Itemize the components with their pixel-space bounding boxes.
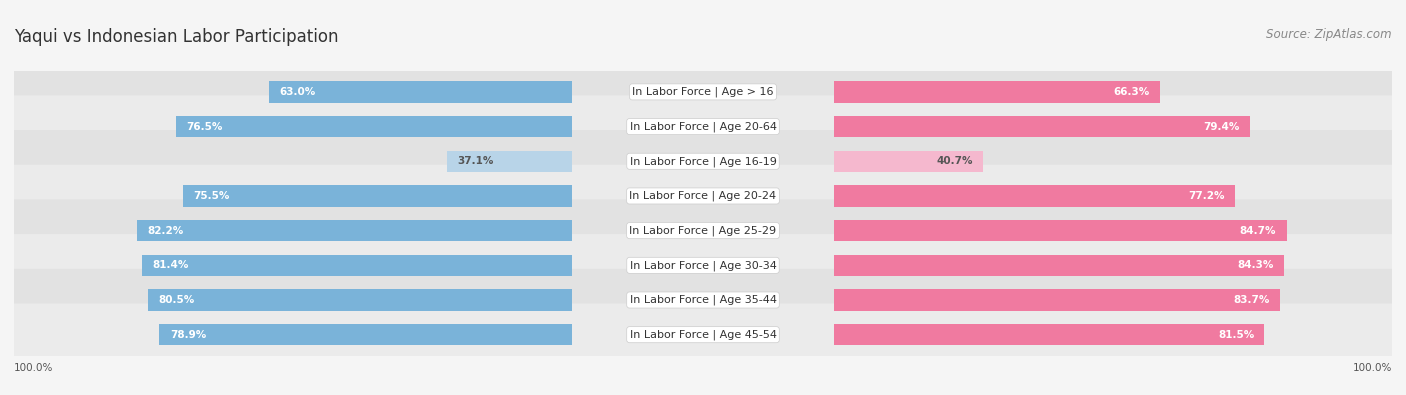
Text: 80.5%: 80.5% xyxy=(159,295,195,305)
Text: 84.7%: 84.7% xyxy=(1240,226,1277,236)
Bar xyxy=(834,254,1284,276)
FancyBboxPatch shape xyxy=(8,95,1398,158)
Text: 63.0%: 63.0% xyxy=(280,87,315,97)
Bar xyxy=(834,324,1264,346)
Text: 84.3%: 84.3% xyxy=(1237,260,1274,270)
Bar xyxy=(834,150,983,172)
Text: In Labor Force | Age 30-34: In Labor Force | Age 30-34 xyxy=(630,260,776,271)
Text: Source: ZipAtlas.com: Source: ZipAtlas.com xyxy=(1267,28,1392,41)
FancyBboxPatch shape xyxy=(8,130,1398,192)
Text: 83.7%: 83.7% xyxy=(1233,295,1270,305)
Text: 66.3%: 66.3% xyxy=(1114,87,1150,97)
FancyBboxPatch shape xyxy=(8,234,1398,297)
Bar xyxy=(447,150,572,172)
Bar xyxy=(149,289,572,311)
FancyBboxPatch shape xyxy=(8,199,1398,262)
Bar xyxy=(834,81,1160,103)
Text: 100.0%: 100.0% xyxy=(14,363,53,373)
Text: 79.4%: 79.4% xyxy=(1204,122,1240,132)
Bar xyxy=(176,116,572,137)
Text: In Labor Force | Age 45-54: In Labor Force | Age 45-54 xyxy=(630,329,776,340)
Text: 100.0%: 100.0% xyxy=(1353,363,1392,373)
FancyBboxPatch shape xyxy=(8,61,1398,123)
Text: 40.7%: 40.7% xyxy=(936,156,973,166)
Bar xyxy=(834,116,1250,137)
FancyBboxPatch shape xyxy=(8,303,1398,366)
FancyBboxPatch shape xyxy=(8,165,1398,227)
Bar xyxy=(136,220,572,241)
Text: In Labor Force | Age 16-19: In Labor Force | Age 16-19 xyxy=(630,156,776,167)
Bar xyxy=(834,185,1234,207)
Text: 82.2%: 82.2% xyxy=(148,226,183,236)
Text: 81.4%: 81.4% xyxy=(152,260,188,270)
Bar xyxy=(183,185,572,207)
Bar xyxy=(834,220,1286,241)
Text: 76.5%: 76.5% xyxy=(186,122,222,132)
Text: In Labor Force | Age > 16: In Labor Force | Age > 16 xyxy=(633,87,773,97)
Text: 78.9%: 78.9% xyxy=(170,330,207,340)
Bar xyxy=(269,81,572,103)
Text: In Labor Force | Age 20-24: In Labor Force | Age 20-24 xyxy=(630,191,776,201)
FancyBboxPatch shape xyxy=(8,269,1398,331)
Text: 75.5%: 75.5% xyxy=(193,191,229,201)
Text: 77.2%: 77.2% xyxy=(1188,191,1225,201)
Text: Yaqui vs Indonesian Labor Participation: Yaqui vs Indonesian Labor Participation xyxy=(14,28,339,46)
Text: 37.1%: 37.1% xyxy=(458,156,494,166)
Text: In Labor Force | Age 20-64: In Labor Force | Age 20-64 xyxy=(630,121,776,132)
Text: 81.5%: 81.5% xyxy=(1218,330,1254,340)
Bar xyxy=(159,324,572,346)
Bar xyxy=(142,254,572,276)
Bar xyxy=(834,289,1279,311)
Text: In Labor Force | Age 25-29: In Labor Force | Age 25-29 xyxy=(630,226,776,236)
Text: In Labor Force | Age 35-44: In Labor Force | Age 35-44 xyxy=(630,295,776,305)
